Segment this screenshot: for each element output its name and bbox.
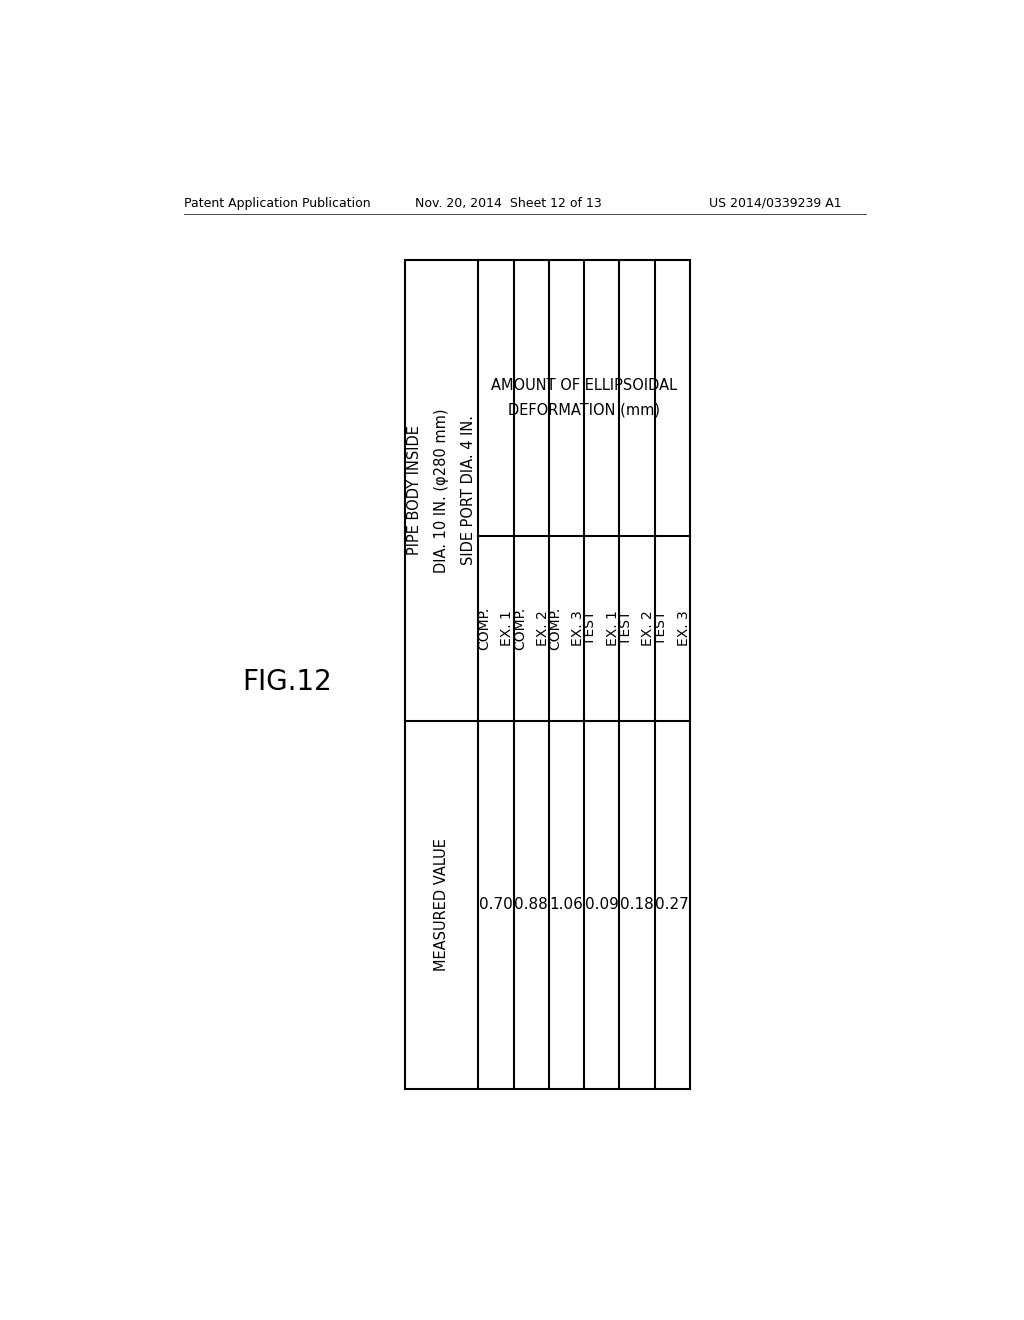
- Text: COMP.
EX. 1: COMP. EX. 1: [477, 606, 514, 649]
- Text: Patent Application Publication: Patent Application Publication: [183, 197, 371, 210]
- Text: Nov. 20, 2014  Sheet 12 of 13: Nov. 20, 2014 Sheet 12 of 13: [415, 197, 601, 210]
- Text: MEASURED VALUE: MEASURED VALUE: [434, 838, 450, 972]
- Text: 0.09: 0.09: [585, 898, 618, 912]
- Text: TEST
EX. 1: TEST EX. 1: [584, 610, 621, 645]
- Text: FIG.12: FIG.12: [242, 668, 332, 696]
- Text: 0.18: 0.18: [621, 898, 654, 912]
- Text: COMP.
EX. 2: COMP. EX. 2: [513, 606, 550, 649]
- Text: TEST
EX. 3: TEST EX. 3: [654, 610, 690, 645]
- Text: 0.88: 0.88: [514, 898, 548, 912]
- Text: 0.27: 0.27: [655, 898, 689, 912]
- Text: US 2014/0339239 A1: US 2014/0339239 A1: [710, 197, 842, 210]
- Text: TEST
EX. 2: TEST EX. 2: [618, 610, 655, 645]
- Text: AMOUNT OF ELLIPSOIDAL
DEFORMATION (mm): AMOUNT OF ELLIPSOIDAL DEFORMATION (mm): [492, 378, 677, 417]
- Bar: [406, 260, 690, 1089]
- Text: 1.06: 1.06: [550, 898, 584, 912]
- Text: COMP.
EX. 3: COMP. EX. 3: [548, 606, 585, 649]
- Text: PIPE BODY INSIDE
DIA. 10 IN. (φ280 mm)
SIDE PORT DIA. 4 IN.: PIPE BODY INSIDE DIA. 10 IN. (φ280 mm) S…: [408, 408, 476, 573]
- Text: 0.70: 0.70: [479, 898, 513, 912]
